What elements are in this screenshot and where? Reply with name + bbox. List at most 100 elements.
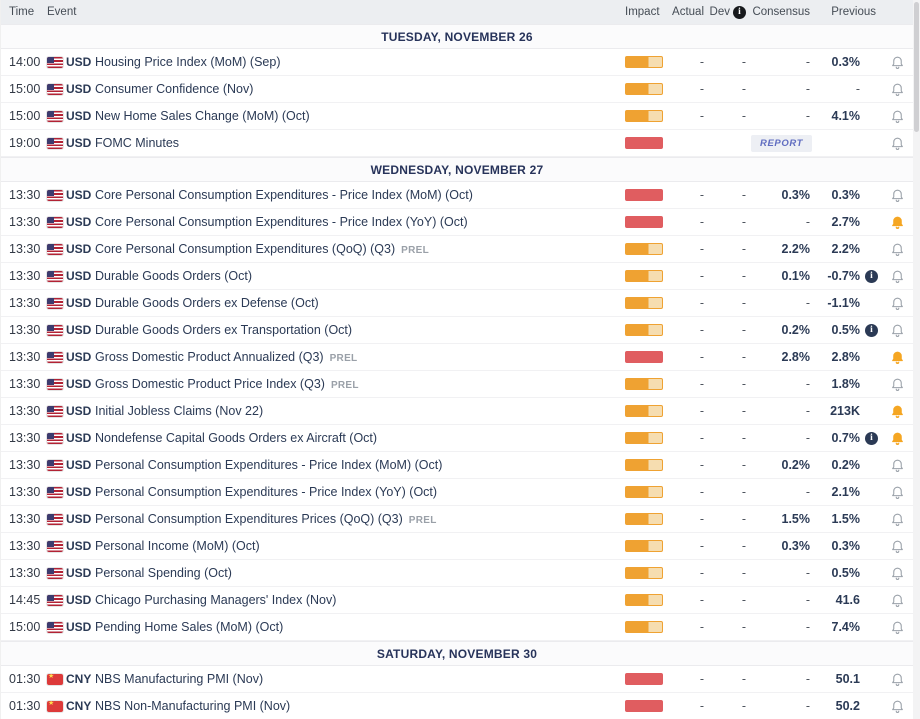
previous-value: 0.5%: [831, 323, 861, 337]
event-row[interactable]: 13:30 USD Durable Goods Orders (Oct) - -…: [1, 263, 913, 290]
currency-code: CNY: [66, 672, 92, 686]
event-title[interactable]: Housing Price Index (MoM) (Sep): [95, 55, 281, 69]
notification-bell-icon[interactable]: [890, 136, 905, 151]
event-row[interactable]: 13:30 USD Durable Goods Orders ex Defens…: [1, 290, 913, 317]
notification-bell-icon[interactable]: [890, 215, 905, 230]
event-title[interactable]: Personal Consumption Expenditures Prices…: [95, 512, 403, 526]
event-title[interactable]: Core Personal Consumption Expenditures -…: [95, 215, 468, 229]
event-title[interactable]: NBS Non-Manufacturing PMI (Nov): [95, 699, 291, 713]
event-title[interactable]: Chicago Purchasing Managers' Index (Nov): [95, 593, 337, 607]
currency-flag-icon: [47, 190, 63, 202]
event-title[interactable]: Pending Home Sales (MoM) (Oct): [95, 620, 284, 634]
event-title[interactable]: Gross Domestic Product Price Index (Q3): [95, 377, 325, 391]
event-row[interactable]: 13:30 USD Core Personal Consumption Expe…: [1, 209, 913, 236]
event-row[interactable]: 13:30 USD Personal Consumption Expenditu…: [1, 452, 913, 479]
event-row[interactable]: 13:30 USD Personal Consumption Expenditu…: [1, 506, 913, 533]
bell-cell: [881, 512, 913, 527]
event-row[interactable]: 13:30 USD Durable Goods Orders ex Transp…: [1, 317, 913, 344]
notification-bell-icon[interactable]: [890, 485, 905, 500]
notification-bell-icon[interactable]: [890, 109, 905, 124]
impact-bar: [625, 56, 663, 68]
notification-bell-icon[interactable]: [890, 672, 905, 687]
event-title[interactable]: NBS Manufacturing PMI (Nov): [95, 672, 264, 686]
revision-info-icon[interactable]: [865, 323, 878, 337]
event-row[interactable]: 13:30 USD Personal Consumption Expenditu…: [1, 479, 913, 506]
event-time: 13:30: [9, 188, 41, 202]
event-row[interactable]: 13:30 USD Nondefense Capital Goods Order…: [1, 425, 913, 452]
event-row[interactable]: 13:30 USD Personal Income (MoM) (Oct) - …: [1, 533, 913, 560]
scrollbar-thumb[interactable]: [914, 2, 919, 132]
event-row[interactable]: 19:00 USD FOMC Minutes REPORT: [1, 130, 913, 157]
event-row[interactable]: 01:30 CNY NBS Non-Manufacturing PMI (Nov…: [1, 693, 913, 719]
report-link[interactable]: REPORT: [751, 134, 813, 152]
impact-cell: [625, 673, 671, 685]
notification-bell-icon[interactable]: [890, 620, 905, 635]
event-row[interactable]: 13:30 USD Initial Jobless Claims (Nov 22…: [1, 398, 913, 425]
event-title[interactable]: Gross Domestic Product Annualized (Q3): [95, 350, 324, 364]
notification-bell-icon[interactable]: [890, 404, 905, 419]
notification-bell-icon[interactable]: [890, 323, 905, 338]
impact-cell: [625, 56, 671, 68]
event-title[interactable]: Durable Goods Orders ex Defense (Oct): [95, 296, 319, 310]
notification-bell-icon[interactable]: [890, 296, 905, 311]
event-row[interactable]: 13:30 USD Core Personal Consumption Expe…: [1, 182, 913, 209]
notification-bell-icon[interactable]: [890, 431, 905, 446]
event-row[interactable]: 13:30 USD Gross Domestic Product Annuali…: [1, 344, 913, 371]
currency-code: USD: [66, 136, 92, 150]
event-title[interactable]: Durable Goods Orders ex Transportation (…: [95, 323, 353, 337]
event-title[interactable]: Personal Consumption Expenditures - Pric…: [95, 458, 443, 472]
dev-info-icon[interactable]: [733, 5, 746, 19]
currency-code: USD: [66, 620, 92, 634]
revision-info-icon[interactable]: [865, 431, 878, 445]
consensus-value: REPORT: [751, 134, 815, 152]
notification-bell-icon[interactable]: [890, 82, 905, 97]
notification-bell-icon[interactable]: [890, 593, 905, 608]
info-cell: [865, 323, 881, 337]
consensus-value: 0.3%: [781, 188, 811, 202]
vertical-scrollbar[interactable]: [913, 0, 920, 719]
event-row[interactable]: 13:30 USD Core Personal Consumption Expe…: [1, 236, 913, 263]
notification-bell-icon[interactable]: [890, 458, 905, 473]
event-time: 13:30: [9, 431, 41, 445]
actual-value: -: [699, 296, 704, 310]
event-title[interactable]: Personal Consumption Expenditures - Pric…: [95, 485, 438, 499]
notification-bell-icon[interactable]: [890, 512, 905, 527]
consensus-value: -: [805, 377, 810, 391]
event-row[interactable]: 15:00 USD New Home Sales Change (MoM) (O…: [1, 103, 913, 130]
notification-bell-icon[interactable]: [890, 350, 905, 365]
event-title[interactable]: New Home Sales Change (MoM) (Oct): [95, 109, 310, 123]
revision-info-icon[interactable]: [865, 269, 878, 283]
event-row[interactable]: 13:30 USD Gross Domestic Product Price I…: [1, 371, 913, 398]
event-row[interactable]: 15:00 USD Pending Home Sales (MoM) (Oct)…: [1, 614, 913, 641]
consensus-value: -: [805, 699, 810, 713]
event-row[interactable]: 14:00 USD Housing Price Index (MoM) (Sep…: [1, 49, 913, 76]
notification-bell-icon[interactable]: [890, 242, 905, 257]
notification-bell-icon[interactable]: [890, 55, 905, 70]
event-title[interactable]: Nondefense Capital Goods Orders ex Aircr…: [95, 431, 378, 445]
event-title[interactable]: Consumer Confidence (Nov): [95, 82, 254, 96]
flag-cell: [47, 458, 66, 472]
previous-value: 2.2%: [831, 242, 861, 256]
notification-bell-icon[interactable]: [890, 377, 905, 392]
event-time: 13:30: [9, 269, 41, 283]
notification-bell-icon[interactable]: [890, 269, 905, 284]
event-title[interactable]: Core Personal Consumption Expenditures (…: [95, 242, 396, 256]
event-title[interactable]: Personal Income (MoM) (Oct): [95, 539, 260, 553]
notification-bell-icon[interactable]: [890, 539, 905, 554]
event-title[interactable]: Core Personal Consumption Expenditures -…: [95, 188, 473, 202]
event-title[interactable]: Personal Spending (Oct): [95, 566, 232, 580]
event-row[interactable]: 13:30 USD Personal Spending (Oct) - - - …: [1, 560, 913, 587]
dev-value: -: [741, 350, 746, 364]
event-row[interactable]: 15:00 USD Consumer Confidence (Nov) - - …: [1, 76, 913, 103]
event-row[interactable]: 14:45 USD Chicago Purchasing Managers' I…: [1, 587, 913, 614]
event-title[interactable]: FOMC Minutes: [95, 136, 180, 150]
event-time: 13:30: [9, 566, 41, 580]
notification-bell-icon[interactable]: [890, 188, 905, 203]
event-time: 13:30: [9, 242, 41, 256]
notification-bell-icon[interactable]: [890, 699, 905, 714]
impact-cell: [625, 351, 671, 363]
event-row[interactable]: 01:30 CNY NBS Manufacturing PMI (Nov) - …: [1, 666, 913, 693]
event-title[interactable]: Initial Jobless Claims (Nov 22): [95, 404, 264, 418]
event-title[interactable]: Durable Goods Orders (Oct): [95, 269, 252, 283]
notification-bell-icon[interactable]: [890, 566, 905, 581]
